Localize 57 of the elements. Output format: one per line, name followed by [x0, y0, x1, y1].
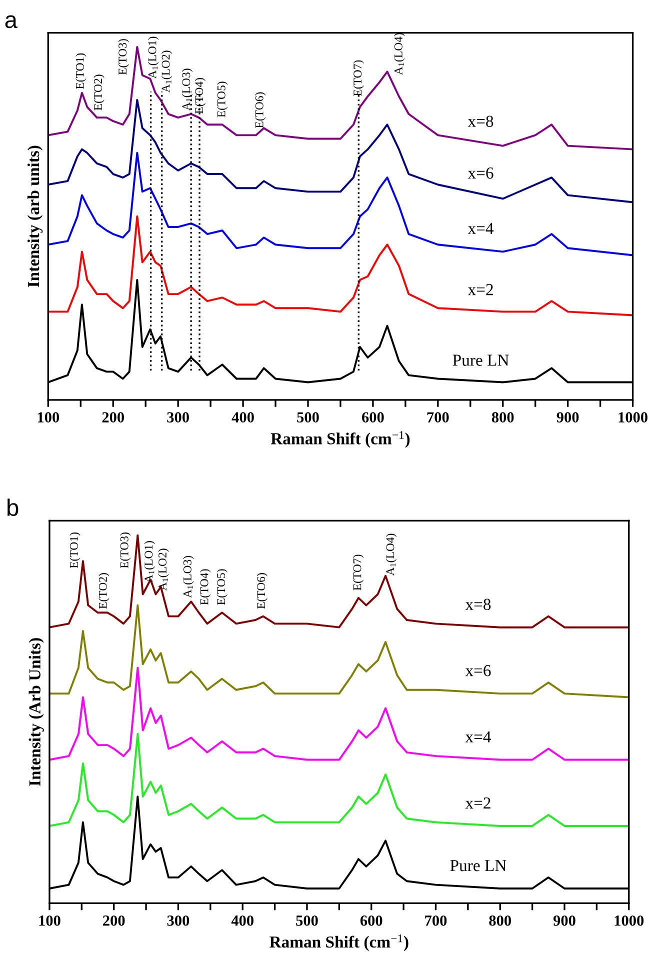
chart-title: b [8, 498, 18, 516]
y-axis-title: Intensity (Arb Units) [28, 638, 44, 786]
x-tick-label: 1000 [614, 915, 644, 926]
series-label: x=8 [465, 598, 491, 610]
series-label: x=4 [468, 222, 494, 234]
annotation: A$_{1}$(LO4) [386, 534, 397, 576]
series-label: x=4 [465, 731, 491, 742]
annotation: A$_{1}$(LO4) [394, 33, 405, 75]
annotation: E(TO6) [256, 573, 268, 609]
annotation: A$_{1}$(LO3) [183, 556, 194, 598]
x-tick-label: 600 [360, 915, 382, 926]
x-tick-label: 500 [296, 915, 318, 926]
x-tick-label: 200 [102, 412, 124, 422]
annotation: A$_{1}$(LO2) [158, 548, 169, 591]
x-tick-label: 400 [231, 915, 254, 926]
series-label: x=6 [465, 665, 491, 676]
x-tick-label: 300 [167, 412, 189, 422]
series-label: x=2 [465, 797, 490, 808]
x-tick-label: 100 [38, 412, 60, 422]
chart-title: a [5, 15, 18, 28]
x-tick-label: 800 [489, 915, 511, 926]
x-tick-label: 200 [103, 915, 125, 926]
series-label: x=2 [468, 284, 493, 296]
x-tick-label: 800 [492, 412, 514, 422]
annotation: E(TO7) [353, 60, 364, 96]
annotation: E(TO2) [94, 74, 104, 110]
x-tick-label: 700 [425, 915, 447, 926]
x-tick-label: 300 [167, 915, 190, 926]
annotation: E(TO1) [70, 532, 80, 568]
annotation: A$_{1}$(LO2) [161, 50, 172, 93]
x-tick-label: 500 [297, 412, 319, 422]
x-tick-label: 1000 [618, 412, 648, 422]
annotation: A$_{1}$(LO1) [144, 541, 155, 583]
annotation: E(TO5) [217, 82, 228, 118]
x-tick-label: 900 [556, 412, 579, 422]
series-label: Pure LN [452, 354, 509, 366]
x-tick-label: 700 [427, 412, 449, 422]
annotation: E(TO3) [120, 532, 131, 568]
annotation: E(TO1) [76, 53, 86, 90]
annotation: E(TO7) [352, 554, 364, 590]
annotation: E(TO4) [194, 78, 206, 114]
x-tick-label: 100 [39, 915, 60, 926]
x-tick-label: 900 [553, 915, 576, 926]
annotation: E(TO6) [255, 92, 266, 128]
annotation: E(TO5) [216, 569, 228, 605]
annotation: E(TO2) [98, 573, 110, 609]
x-axis-title: Raman Shift (cm$^{−1}$) [270, 934, 408, 952]
y-axis-title: Intensity (arb units) [27, 146, 43, 288]
series-label: x=8 [468, 116, 494, 127]
annotation: E(TO3) [118, 39, 129, 75]
annotation: E(TO4) [200, 569, 211, 605]
series-label: x=6 [468, 167, 494, 179]
x-axis-title: Raman Shift (cm$^{−1}$) [270, 431, 410, 448]
x-tick-label: 400 [232, 412, 254, 422]
annotation: A$_{1}$(LO1) [148, 36, 159, 79]
x-tick-label: 600 [362, 412, 384, 422]
series-label: Pure LN [450, 860, 506, 872]
